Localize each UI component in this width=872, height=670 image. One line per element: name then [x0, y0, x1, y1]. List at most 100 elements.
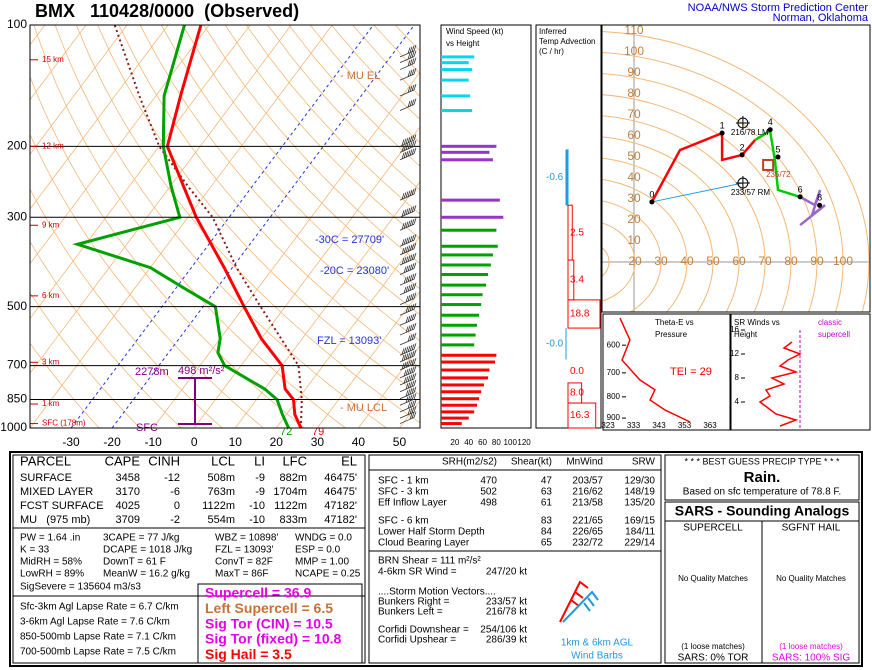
kin-header: MnWind: [566, 457, 603, 468]
dry-adiabat: [267, 25, 420, 191]
sars-title: SARS - Sounding Analogs: [675, 503, 850, 519]
thetae-x-label: 343: [652, 421, 666, 430]
advection-title: Inferred: [539, 27, 567, 36]
wind-barb: [399, 188, 417, 201]
storm-value: 254/106 kt: [480, 625, 527, 636]
wind-bar: [441, 323, 477, 327]
y-tick-label: 500: [7, 299, 27, 313]
wind-bar: [441, 78, 469, 82]
srw-y-label: 4: [735, 397, 740, 406]
hodo-frame: [601, 24, 871, 313]
isotherm: [234, 181, 420, 428]
thetae-x-label: 353: [678, 421, 692, 430]
wind-barb: [399, 343, 417, 356]
advection-bar: [567, 299, 601, 329]
hodo-ring: [602, 52, 844, 312]
storm-value: 233/57 kt: [486, 597, 527, 608]
param: 3CAPE = 77 J/kg: [103, 533, 179, 544]
param: DownT = 61 F: [103, 557, 166, 568]
hodo-ring-label: 80: [784, 254, 798, 268]
hodo-km-dot: [739, 152, 745, 158]
hodo-ring-label: 10: [627, 233, 641, 247]
hodo-ring-label: 50: [706, 254, 720, 268]
hodo-ring: [602, 136, 740, 312]
wind-barb: [399, 303, 417, 316]
y-tick-label: 700: [7, 358, 27, 372]
height-label: 3 km: [42, 357, 60, 366]
kin-cell: 502: [480, 487, 497, 498]
table-cell: -10: [249, 500, 265, 512]
table-cell: 763m: [207, 486, 235, 498]
table-cell: 46475': [324, 472, 357, 484]
param: FZL = 13093': [215, 545, 274, 556]
hodo-ring: [602, 115, 766, 312]
storm-cross: [735, 115, 750, 130]
height-label: 12 km: [42, 141, 64, 150]
tei-label: TEI = 29: [670, 366, 712, 378]
kin-cell: 232/72: [572, 538, 603, 549]
storm-title: ....Storm Motion Vectors....: [378, 587, 496, 598]
thetae-y-label: 800: [607, 392, 621, 401]
param: MaxT = 86F: [215, 569, 268, 580]
wind-barb: [399, 98, 417, 111]
hodo-km-dot: [797, 194, 803, 200]
isotherm: [317, 290, 420, 428]
height-label: 9 km: [42, 220, 60, 229]
annotation: FZL = 13093': [317, 335, 381, 347]
thetae-title: Pressure: [655, 330, 688, 339]
srw-frame: [730, 313, 871, 431]
param: MMP = 1.00: [295, 557, 349, 568]
kin-header: SRW: [632, 457, 656, 468]
hodo-ring: [602, 31, 870, 312]
barb-legend-icon: [562, 590, 599, 623]
hodo-km-dot: [775, 154, 781, 160]
kin-cell: 84: [541, 527, 553, 538]
hodograph-plot: 0 1 2 4 5 6 8 233/57 RM 216/78 LM 235/72: [602, 25, 870, 312]
composite-index: Sig Tor (CIN) = 10.5: [205, 615, 333, 631]
wind-bar: [441, 158, 493, 162]
table-cell: 0: [174, 500, 180, 512]
dry-adiabat: [160, 25, 420, 316]
table-cell: -9: [255, 486, 265, 498]
table-cell: 46475': [324, 486, 357, 498]
table-header: CINH: [148, 453, 180, 468]
wind-bar: [441, 293, 483, 297]
y-tick-label: 850: [7, 392, 27, 406]
hodo-km-label: 2: [740, 142, 745, 152]
kin-cell: 148/19: [624, 487, 655, 498]
mid-panel: [368, 454, 662, 664]
table-cell: -10: [249, 514, 265, 526]
wind-bar: [441, 94, 471, 98]
isotherm: [152, 71, 420, 428]
wind-tick-label: 20: [450, 438, 459, 447]
wind-tick-label: 120: [517, 438, 531, 447]
table-cell: 1704m: [273, 486, 307, 498]
x-tick-label: -20: [103, 435, 121, 449]
hodo-ring-label: 90: [627, 65, 641, 79]
hodo-trace: [650, 131, 757, 203]
thetae-y-label: 700: [607, 368, 621, 377]
dewpoint-trace: [72, 25, 290, 428]
kin-cell: 470: [480, 476, 497, 487]
param: SigSevere = 135604 m3/s3: [20, 582, 141, 593]
wind-bar: [441, 150, 490, 154]
composite-box: [197, 583, 363, 664]
kin-cell: 229/14: [624, 538, 655, 549]
hodo-km-dot: [719, 130, 725, 136]
wind-bar: [441, 390, 482, 394]
wind-barb: [399, 357, 417, 371]
wind-bar: [441, 109, 473, 113]
kin-cell: 213/58: [572, 498, 603, 509]
param: ESP = 0.0: [295, 545, 341, 556]
table-cell: -9: [255, 472, 265, 484]
hodo-km-label: 5: [775, 144, 780, 154]
dry-adiabat: [224, 25, 420, 240]
wind-bar: [441, 61, 469, 65]
wind-bar: [441, 144, 497, 148]
advection-bar: [566, 149, 569, 206]
height-label: SFC (178m): [42, 419, 86, 428]
hodo-ring-label: 90: [810, 254, 824, 268]
table-cell: FCST SURFACE: [20, 500, 104, 512]
storm-line: [651, 182, 744, 203]
